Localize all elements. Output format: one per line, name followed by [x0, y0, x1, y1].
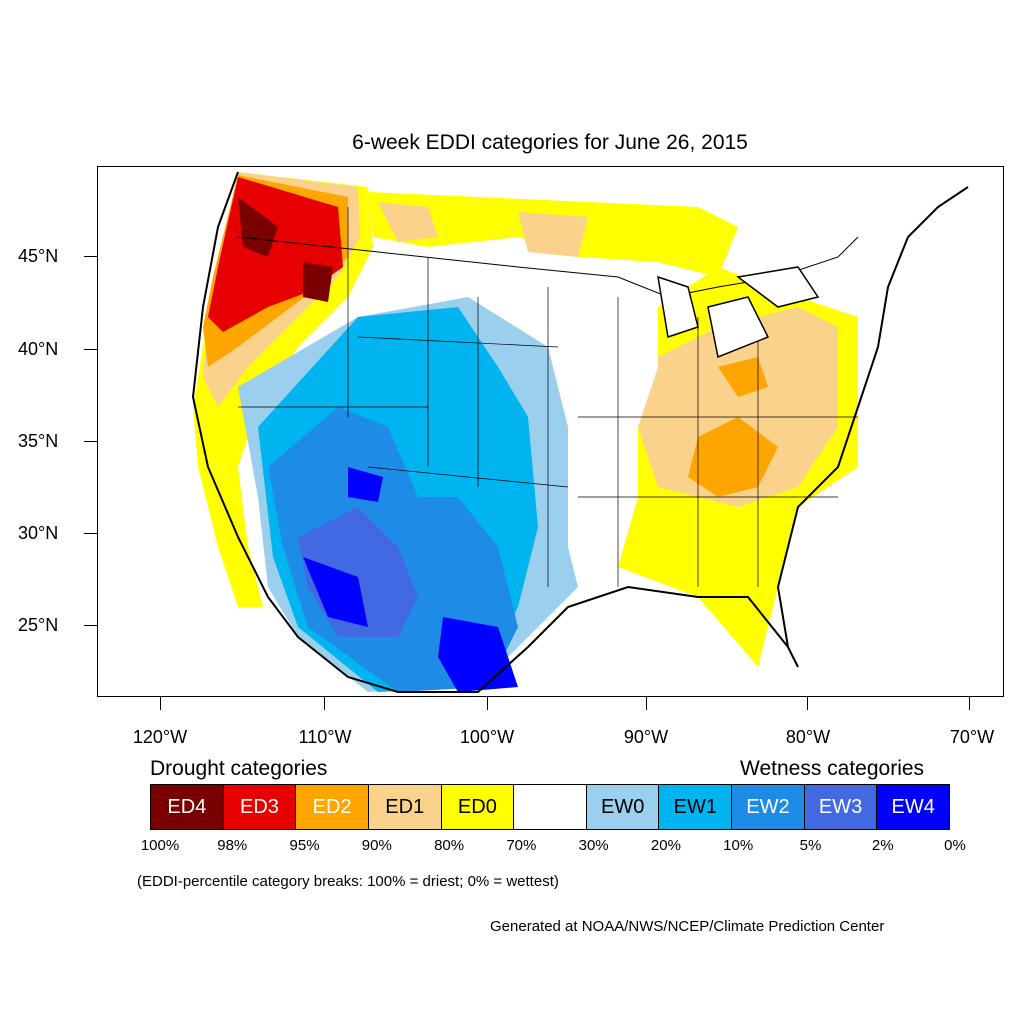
legend-box-ed1: ED1: [368, 785, 442, 829]
legend-box-neutral: [514, 785, 587, 829]
lon-label-80w: 80°W: [785, 727, 831, 747]
map-panel: [97, 166, 1004, 697]
lon-tick: [807, 697, 808, 710]
drought-categories-heading: Drought categories: [150, 757, 328, 780]
legend-break-label: 80%: [434, 837, 465, 854]
legend-break-label: 10%: [723, 837, 754, 854]
great-lakes: [657, 266, 820, 359]
legend-box-ed2: ED2: [296, 785, 369, 829]
lat-label-40: 40°N: [18, 339, 59, 359]
lat-tick: [84, 441, 97, 442]
legend-box-ed4: ED4: [151, 785, 224, 829]
lon-label-70w: 70°W: [949, 727, 995, 747]
legend-box-ew1: EW1: [659, 785, 733, 829]
eddi-map: [191, 171, 969, 693]
legend-break-label: 90%: [361, 837, 392, 854]
legend-break-label: 2%: [871, 837, 894, 854]
legend-break-label: 98%: [217, 837, 248, 854]
lat-label-25: 25°N: [18, 615, 59, 635]
ed1-region-east: [638, 307, 838, 507]
credit-line: Generated at NOAA/NWS/NCEP/Climate Predi…: [490, 918, 885, 935]
legend-break-label: 0%: [944, 837, 966, 854]
legend-break-label: 95%: [289, 837, 320, 854]
lon-tick: [487, 697, 488, 710]
lat-label-30: 30°N: [18, 523, 59, 543]
map-title: 6-week EDDI categories for June 26, 2015: [352, 131, 748, 154]
legend-box-ew2: EW2: [732, 785, 805, 829]
lon-tick: [160, 697, 161, 710]
legend-break-label: 30%: [578, 837, 609, 854]
lat-tick: [84, 349, 97, 350]
category-breaks-note: (EDDI-percentile category breaks: 100% =…: [137, 873, 559, 890]
lat-tick: [84, 256, 97, 257]
lon-tick: [646, 697, 647, 710]
legend-break-label: 100%: [140, 837, 180, 854]
ed1-region-north: [378, 202, 438, 242]
legend-box-ew0: EW0: [586, 785, 660, 829]
ew4-region-co: [348, 467, 383, 502]
lon-tick: [324, 697, 325, 710]
ed4-region-id: [303, 262, 333, 302]
legend-box-ew4: EW4: [877, 785, 950, 829]
lon-tick: [969, 697, 970, 710]
lat-label-45: 45°N: [18, 246, 59, 266]
legend-box-ew3: EW3: [804, 785, 878, 829]
ed1-region-north2: [518, 212, 588, 257]
neutral-region-central: [528, 277, 658, 587]
legend-box-ed3: ED3: [223, 785, 297, 829]
ew4-region-sw: [303, 557, 368, 627]
lat-tick: [84, 533, 97, 534]
ed2-region-east: [688, 417, 778, 497]
coastline: [191, 171, 969, 693]
lon-label-90w: 90°W: [623, 727, 669, 747]
state-lines: [238, 207, 858, 587]
legend-colorbar: ED4 ED3 ED2 ED1 ED0 EW0 EW1 EW2 EW3 EW4: [150, 784, 950, 830]
lon-label-120w: 120°W: [132, 727, 188, 747]
wetness-categories-heading: Wetness categories: [740, 757, 925, 780]
legend-box-ed0: ED0: [441, 785, 515, 829]
ed2-region-east2: [718, 357, 768, 397]
lon-label-100w: 100°W: [459, 727, 515, 747]
lat-tick: [84, 625, 97, 626]
lat-label-35: 35°N: [18, 431, 59, 451]
legend-break-label: 70%: [506, 837, 537, 854]
ed4-region-nw: [238, 197, 278, 257]
lon-label-110w: 110°W: [298, 727, 352, 747]
legend-break-label: 5%: [799, 837, 822, 854]
legend-break-label: 20%: [650, 837, 681, 854]
